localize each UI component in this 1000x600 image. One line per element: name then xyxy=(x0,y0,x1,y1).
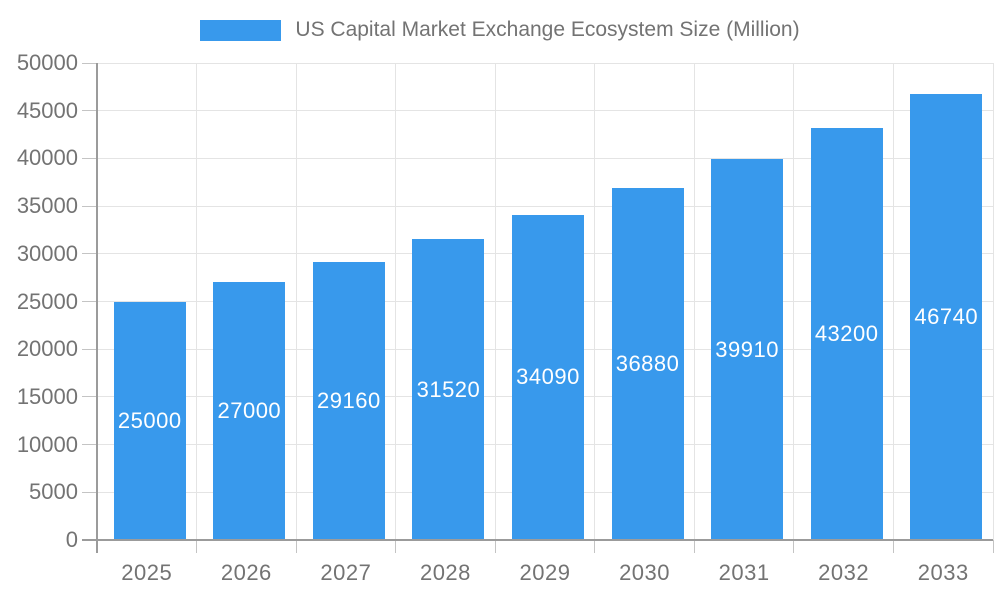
x-axis-label: 2028 xyxy=(419,560,471,585)
bar-value-label: 31520 xyxy=(416,376,481,402)
x-axis-label: 2032 xyxy=(818,560,870,585)
y-axis-label: 40000 xyxy=(16,145,78,171)
bar-value-label: 34090 xyxy=(516,364,580,390)
gridline-vertical xyxy=(494,63,496,540)
y-axis-tick xyxy=(82,110,97,112)
y-axis-label: 15000 xyxy=(16,383,78,409)
y-axis-tick xyxy=(82,396,97,398)
x-axis-tick xyxy=(395,540,397,553)
y-axis-label: 25000 xyxy=(16,288,78,314)
bar-value-label: 43200 xyxy=(814,320,879,346)
legend-item[interactable]: US Capital Market Exchange Ecosystem Siz… xyxy=(200,18,800,42)
gridline-horizontal xyxy=(97,205,993,207)
bar: 25000 xyxy=(113,301,186,540)
bar: 43200 xyxy=(810,127,883,540)
y-axis-tick xyxy=(82,253,97,255)
y-axis-tick xyxy=(82,491,97,493)
y-axis-label: 35000 xyxy=(16,193,78,219)
x-axis-tick xyxy=(992,540,994,553)
gridline-vertical xyxy=(395,63,397,540)
gridline-horizontal xyxy=(97,110,993,112)
bar-value-label: 27000 xyxy=(217,398,282,424)
x-axis-label: 2027 xyxy=(320,560,372,585)
y-axis-tick xyxy=(82,62,97,64)
x-axis-tick xyxy=(594,540,596,553)
x-axis-tick xyxy=(693,540,695,553)
bar-value-label: 36880 xyxy=(615,351,680,377)
x-axis-tick xyxy=(196,540,198,553)
gridline-vertical xyxy=(295,63,297,540)
x-axis-label: 2031 xyxy=(718,560,770,585)
y-axis-label: 50000 xyxy=(16,50,78,75)
y-axis-tick xyxy=(82,348,97,350)
x-axis-tick xyxy=(295,540,297,553)
bar: 46740 xyxy=(910,94,983,540)
y-axis-tick xyxy=(82,157,97,159)
gridline-vertical xyxy=(793,63,795,540)
gridline-vertical xyxy=(992,63,994,540)
gridline-vertical xyxy=(196,63,198,540)
y-axis-label: 20000 xyxy=(16,336,78,362)
legend: US Capital Market Exchange Ecosystem Siz… xyxy=(0,12,1000,48)
bar-value-label: 39910 xyxy=(715,336,779,362)
y-axis-label: 5000 xyxy=(29,479,78,505)
legend-swatch-icon xyxy=(200,19,282,41)
x-axis-label: 2029 xyxy=(519,560,571,585)
y-axis-label: 45000 xyxy=(16,97,78,123)
plot-area: 25000 27000 29160 31520 34090 36880 39910 43200… xyxy=(97,62,994,540)
bar-value-label: 29160 xyxy=(317,387,381,413)
x-axis-label: 2025 xyxy=(121,560,173,585)
x-axis-tick xyxy=(892,540,894,553)
x-axis-label: 2033 xyxy=(917,560,969,585)
y-axis-label: 10000 xyxy=(16,431,78,457)
bar: 36880 xyxy=(611,188,684,540)
gridline-horizontal xyxy=(97,62,993,64)
bar-value-label: 46740 xyxy=(914,304,979,330)
x-axis-label: 2026 xyxy=(220,560,272,585)
x-axis-label: 2030 xyxy=(619,560,671,585)
bar: 34090 xyxy=(512,214,584,540)
legend-label: US Capital Market Exchange Ecosystem Siz… xyxy=(295,18,800,41)
gridline-horizontal xyxy=(97,157,993,159)
gridline-vertical xyxy=(892,63,894,540)
y-axis-line xyxy=(95,63,98,553)
bar: 27000 xyxy=(213,282,286,540)
y-axis-label: 0 xyxy=(65,527,78,552)
y-axis-tick xyxy=(82,205,97,207)
x-axis-tick xyxy=(494,540,496,553)
bar: 39910 xyxy=(711,159,784,540)
y-axis-tick xyxy=(82,444,97,446)
bar: 31520 xyxy=(412,239,485,540)
bar-value-label: 25000 xyxy=(117,407,182,433)
y-axis-label: 30000 xyxy=(16,240,78,266)
gridline-vertical xyxy=(693,63,695,540)
y-axis-tick xyxy=(82,301,97,302)
x-axis-line xyxy=(82,538,993,541)
gridline-vertical xyxy=(594,63,596,540)
x-axis-tick xyxy=(793,540,795,553)
bar: 29160 xyxy=(312,261,385,540)
